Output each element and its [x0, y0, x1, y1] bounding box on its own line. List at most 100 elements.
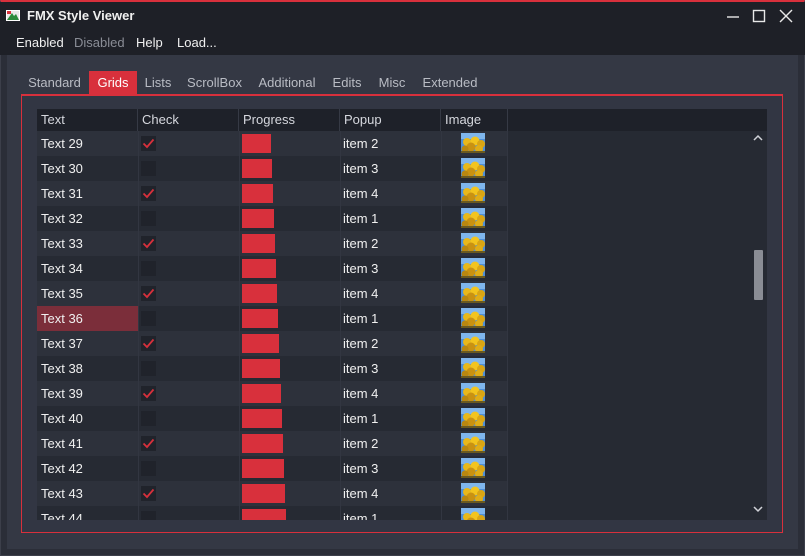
table-row[interactable]: Text 39 item 4: [37, 381, 507, 406]
cell-popup[interactable]: item 4: [343, 386, 379, 401]
cell-checkbox[interactable]: [141, 511, 156, 520]
cell-checkbox[interactable]: [141, 336, 156, 351]
flower-thumbnail-icon: [461, 358, 485, 378]
cell-popup[interactable]: item 3: [343, 361, 379, 376]
minimize-button[interactable]: [718, 4, 748, 28]
string-grid[interactable]: Text Check Progress Popup Image Text 29 i…: [37, 109, 767, 520]
table-row[interactable]: Text 41 item 2: [37, 431, 507, 456]
menu-enabled[interactable]: Enabled: [16, 35, 64, 50]
cell-popup[interactable]: item 2: [343, 436, 379, 451]
cell-popup[interactable]: item 4: [343, 286, 379, 301]
table-row[interactable]: Text 44 item 1: [37, 506, 507, 520]
column-header-popup[interactable]: Popup: [340, 109, 441, 131]
cell-text[interactable]: Text 42: [41, 461, 83, 476]
title-bar[interactable]: FMX Style Viewer: [0, 2, 805, 30]
checkmark-icon: [142, 288, 155, 299]
cell-popup[interactable]: item 1: [343, 511, 379, 520]
table-row[interactable]: Text 32 item 1: [37, 206, 507, 231]
cell-popup[interactable]: item 2: [343, 136, 379, 151]
cell-text[interactable]: Text 36: [37, 306, 138, 331]
flower-thumbnail-icon: [461, 333, 485, 353]
table-row[interactable]: Text 38 item 3: [37, 356, 507, 381]
cell-checkbox[interactable]: [141, 186, 156, 201]
cell-popup[interactable]: item 1: [343, 211, 379, 226]
scroll-down-arrow-icon[interactable]: [752, 503, 764, 515]
column-header-text[interactable]: Text: [37, 109, 138, 131]
flower-thumbnail-icon: [461, 183, 485, 203]
checkmark-icon: [142, 188, 155, 199]
flower-thumbnail-icon: [461, 383, 485, 403]
cell-text[interactable]: Text 33: [41, 236, 83, 251]
scroll-up-arrow-icon[interactable]: [752, 132, 764, 144]
cell-popup[interactable]: item 2: [343, 236, 379, 251]
cell-text[interactable]: Text 41: [41, 436, 83, 451]
table-row[interactable]: Text 29 item 2: [37, 131, 507, 156]
cell-popup[interactable]: item 4: [343, 486, 379, 501]
tab-misc[interactable]: Misc: [378, 75, 406, 90]
column-header-image[interactable]: Image: [441, 109, 508, 131]
cell-text[interactable]: Text 32: [41, 211, 83, 226]
close-button[interactable]: [771, 4, 801, 28]
table-row[interactable]: Text 42 item 3: [37, 456, 507, 481]
flower-thumbnail-icon: [461, 308, 485, 328]
cell-checkbox[interactable]: [141, 386, 156, 401]
menu-load[interactable]: Load...: [177, 35, 217, 50]
cell-popup[interactable]: item 1: [343, 311, 379, 326]
cell-checkbox[interactable]: [141, 361, 156, 376]
cell-text[interactable]: Text 44: [41, 511, 83, 520]
cell-checkbox[interactable]: [141, 461, 156, 476]
menu-disabled[interactable]: Disabled: [74, 35, 125, 50]
cell-checkbox[interactable]: [141, 211, 156, 226]
cell-popup[interactable]: item 3: [343, 261, 379, 276]
tab-standard[interactable]: Standard: [28, 75, 81, 90]
cell-checkbox[interactable]: [141, 286, 156, 301]
menu-help[interactable]: Help: [136, 35, 163, 50]
maximize-button[interactable]: [744, 4, 774, 28]
cell-text[interactable]: Text 31: [41, 186, 83, 201]
cell-checkbox[interactable]: [141, 136, 156, 151]
column-divider: [138, 131, 139, 520]
cell-checkbox[interactable]: [141, 436, 156, 451]
tab-extended[interactable]: Extended: [422, 75, 478, 90]
tab-scrollbox[interactable]: ScrollBox: [187, 75, 242, 90]
flower-thumbnail-icon: [461, 208, 485, 228]
cell-checkbox[interactable]: [141, 411, 156, 426]
tab-grids[interactable]: Grids: [89, 71, 137, 94]
table-row[interactable]: Text 43 item 4: [37, 481, 507, 506]
cell-text[interactable]: Text 34: [41, 261, 83, 276]
table-row[interactable]: Text 35 item 4: [37, 281, 507, 306]
column-header-check[interactable]: Check: [138, 109, 239, 131]
tab-edits[interactable]: Edits: [332, 75, 362, 90]
cell-checkbox[interactable]: [141, 486, 156, 501]
cell-checkbox[interactable]: [141, 236, 156, 251]
tab-lists[interactable]: Lists: [144, 75, 172, 90]
table-row[interactable]: Text 40 item 1: [37, 406, 507, 431]
cell-text[interactable]: Text 37: [41, 336, 83, 351]
tab-additional[interactable]: Additional: [258, 75, 316, 90]
cell-checkbox[interactable]: [141, 161, 156, 176]
cell-popup[interactable]: item 3: [343, 461, 379, 476]
table-row[interactable]: Text 34 item 3: [37, 256, 507, 281]
cell-popup[interactable]: item 4: [343, 186, 379, 201]
cell-popup[interactable]: item 1: [343, 411, 379, 426]
scrollbar-thumb[interactable]: [754, 250, 763, 300]
table-row[interactable]: Text 31 item 4: [37, 181, 507, 206]
flower-thumbnail-icon: [461, 508, 485, 520]
table-row[interactable]: Text 33 item 2: [37, 231, 507, 256]
table-row[interactable]: Text 37 item 2: [37, 331, 507, 356]
cell-text[interactable]: Text 39: [41, 386, 83, 401]
cell-popup[interactable]: item 3: [343, 161, 379, 176]
cell-checkbox[interactable]: [141, 261, 156, 276]
table-row[interactable]: Text 30 item 3: [37, 156, 507, 181]
cell-popup[interactable]: item 2: [343, 336, 379, 351]
cell-checkbox[interactable]: [141, 311, 156, 326]
cell-text[interactable]: Text 29: [41, 136, 83, 151]
cell-text[interactable]: Text 40: [41, 411, 83, 426]
cell-text[interactable]: Text 38: [41, 361, 83, 376]
cell-text[interactable]: Text 43: [41, 486, 83, 501]
cell-text[interactable]: Text 35: [41, 286, 83, 301]
table-row[interactable]: Text 36 item 1: [37, 306, 507, 331]
column-header-progress[interactable]: Progress: [239, 109, 340, 131]
cell-text[interactable]: Text 30: [41, 161, 83, 176]
